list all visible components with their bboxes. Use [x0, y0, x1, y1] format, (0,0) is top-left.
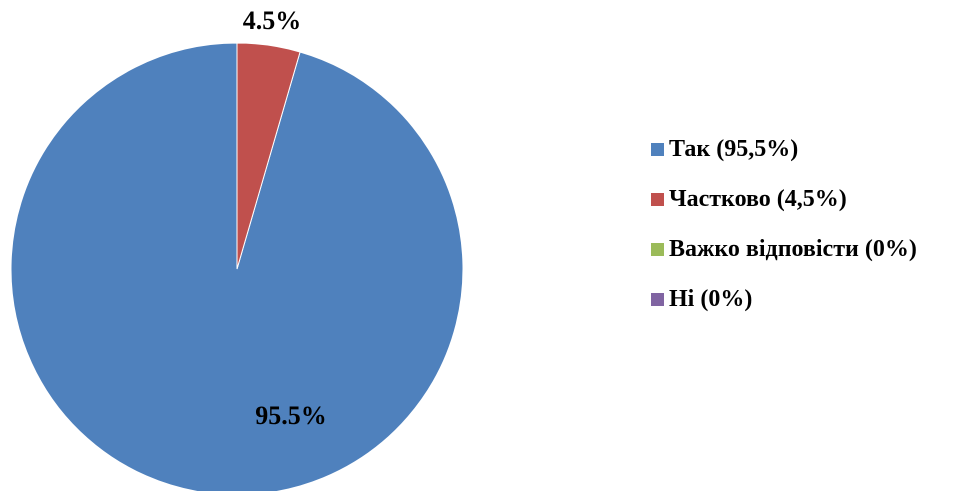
legend-swatch-1	[651, 193, 664, 206]
legend-item-2: Важко відповісти (0%)	[651, 236, 917, 263]
legend-item-0: Так (95,5%)	[651, 136, 917, 163]
legend-item-3: Ні (0%)	[651, 286, 917, 313]
pie-slice-1	[236, 42, 301, 270]
legend-swatch-3	[651, 293, 664, 306]
chart-legend: Так (95,5%) Частково (4,5%) Важко відповіс…	[651, 136, 917, 336]
legend-label-1: Частково (4,5%)	[669, 186, 847, 212]
legend-item-1: Частково (4,5%)	[651, 186, 917, 213]
pie-data-label-1: 4.5%	[243, 6, 302, 35]
legend-label-3: Ні (0%)	[669, 286, 753, 312]
legend-label-0: Так (95,5%)	[669, 136, 799, 162]
pie-data-labels: 95.5% 4.5%	[243, 6, 327, 430]
legend-swatch-0	[651, 143, 664, 156]
legend-label-2: Важко відповісти (0%)	[669, 236, 917, 262]
pie-slices	[10, 42, 464, 496]
legend-swatch-2	[651, 243, 664, 256]
pie-data-label-0: 95.5%	[255, 401, 327, 430]
